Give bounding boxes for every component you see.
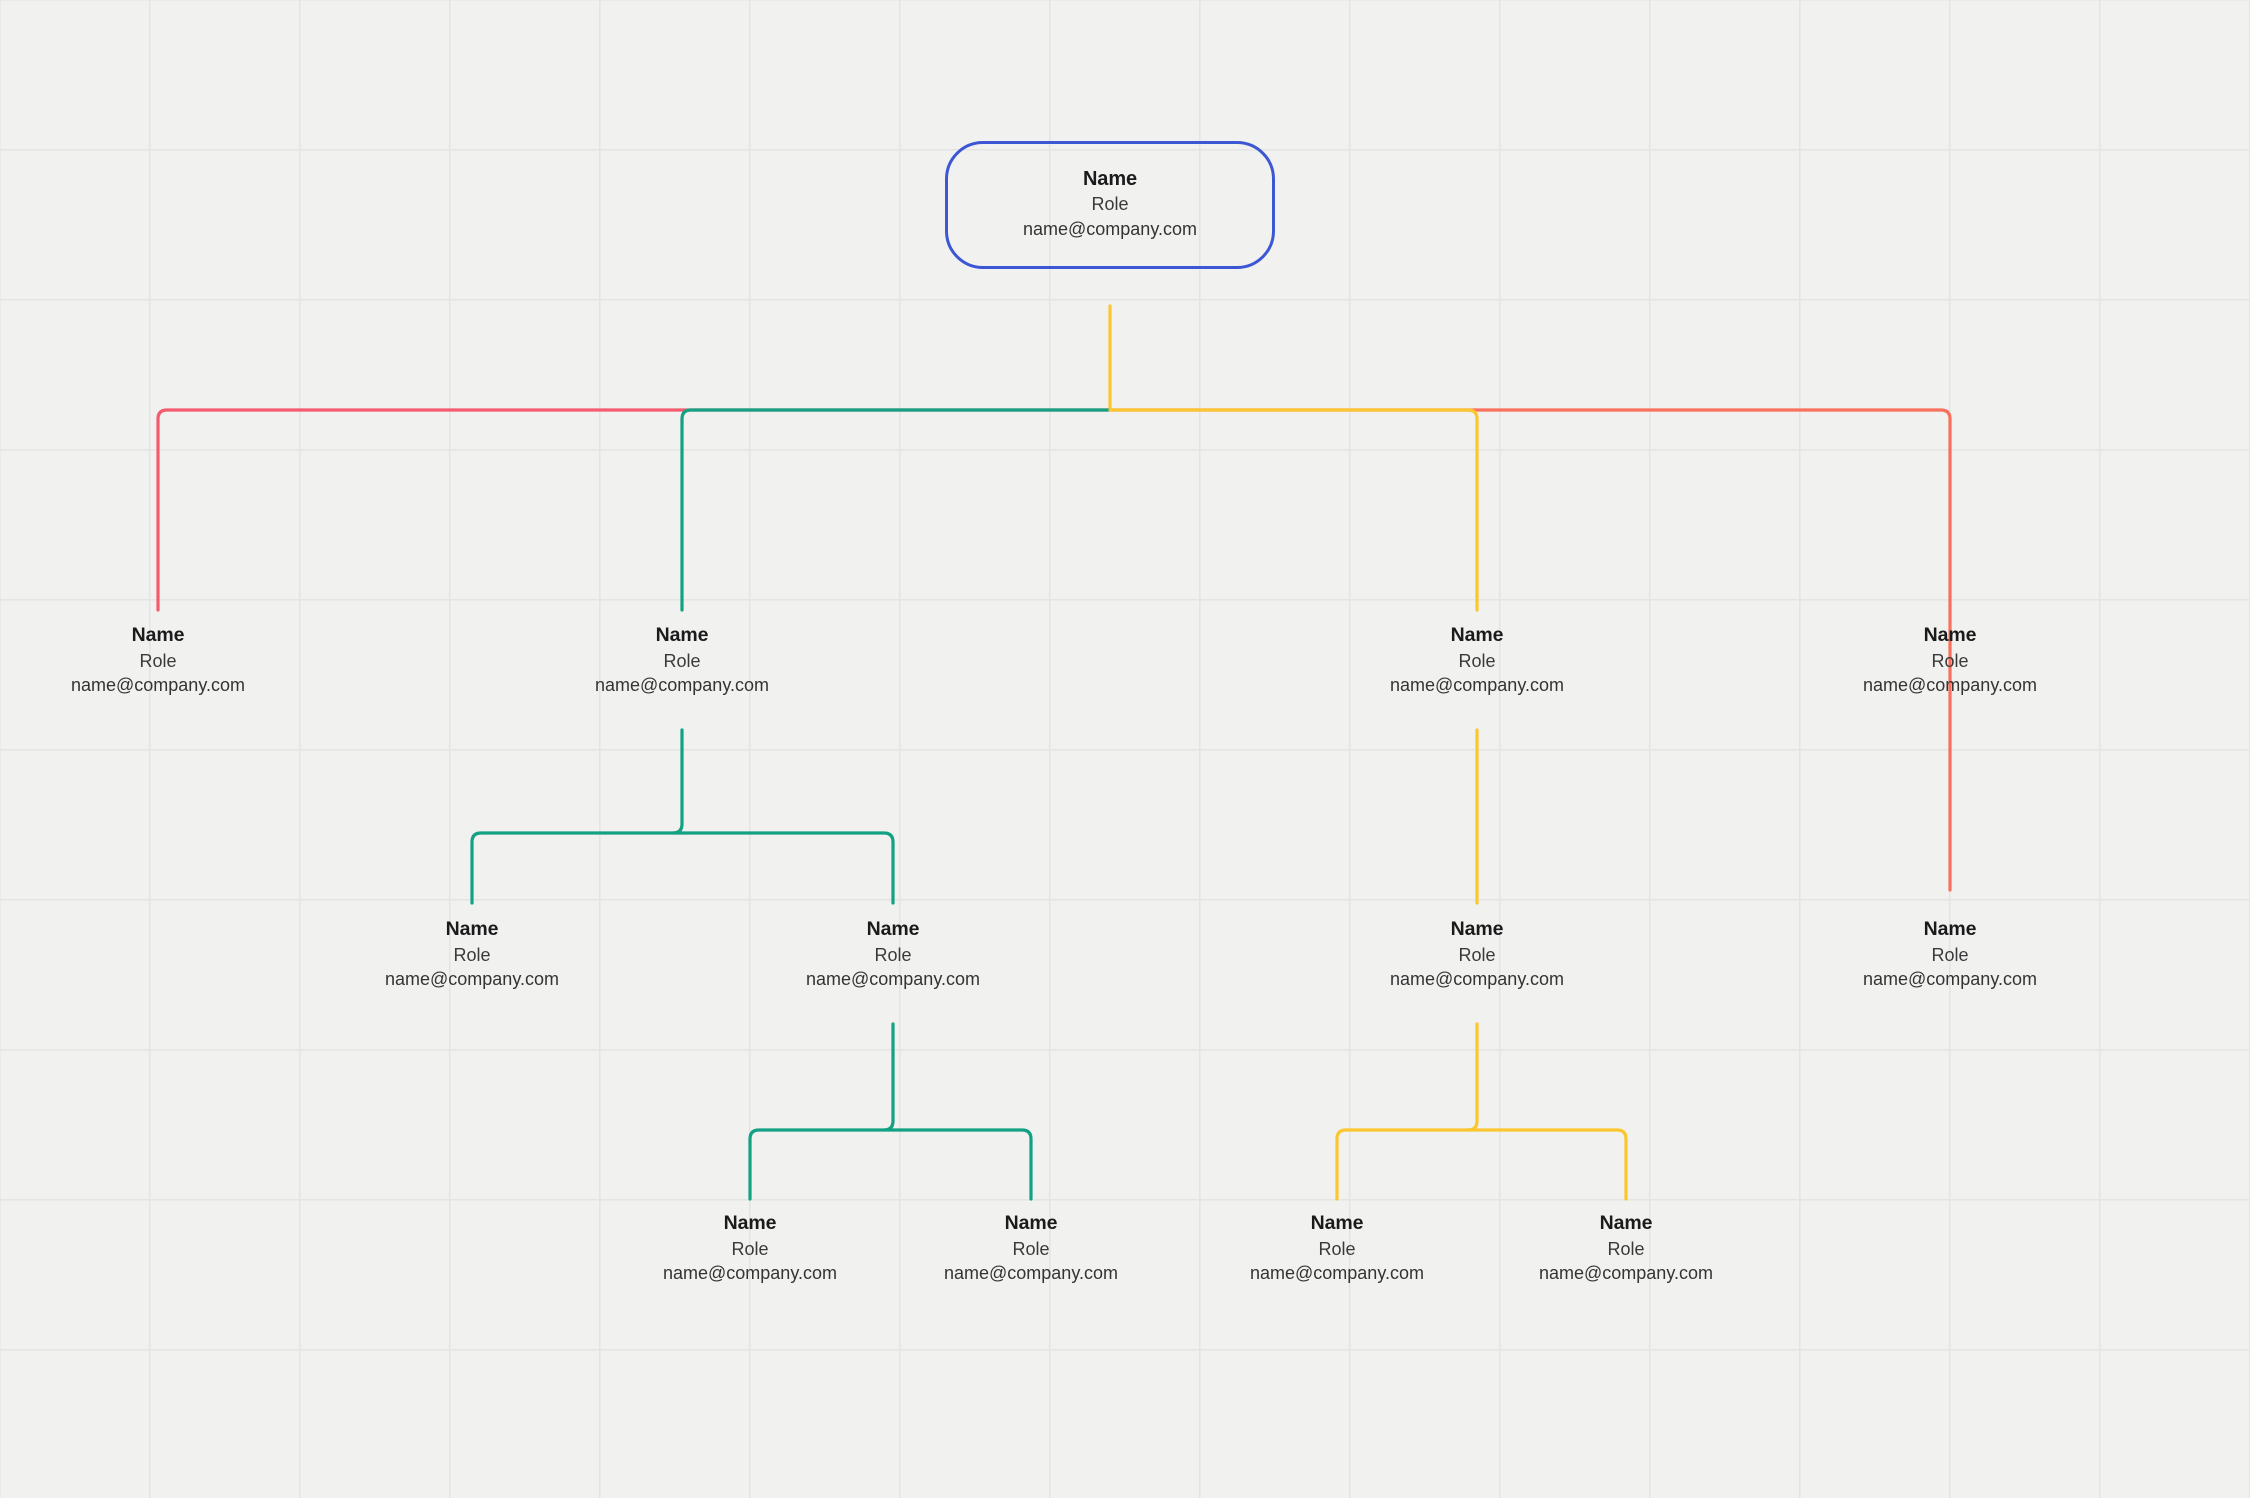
- org-node-name: Name: [445, 918, 499, 940]
- org-node-n5[interactable]: Name Role name@company.com: [272, 917, 672, 992]
- org-node-n11[interactable]: Name Role name@company.com: [856, 1211, 1206, 1286]
- org-node-n6[interactable]: Name Role name@company.com: [693, 917, 1093, 992]
- org-node-email: name@company.com: [662, 1263, 837, 1284]
- edge-n8-to-n12: [1335, 1128, 1479, 1201]
- org-node-name: Name: [1450, 918, 1504, 940]
- org-node-n10[interactable]: Name Role name@company.com: [575, 1211, 925, 1286]
- org-node-n4[interactable]: Name Role name@company.com: [1750, 623, 2150, 698]
- org-node-email: name@company.com: [1862, 675, 2037, 696]
- org-node-role: Role: [1931, 944, 1969, 965]
- org-node-email: name@company.com: [594, 675, 769, 696]
- org-node-role: Role: [1012, 1238, 1050, 1259]
- edge-n2-to-n5: [470, 831, 684, 905]
- org-node-n12[interactable]: Name Role name@company.com: [1162, 1211, 1512, 1286]
- org-node-email: name@company.com: [1249, 1263, 1424, 1284]
- org-node-role: Role: [453, 944, 491, 965]
- org-node-role: Role: [731, 1238, 769, 1259]
- org-node-name: Name: [1923, 624, 1977, 646]
- org-node-email: name@company.com: [1389, 969, 1564, 990]
- edge-n6-stem: [882, 1022, 895, 1132]
- org-node-role: Role: [1091, 194, 1129, 215]
- org-node-name: Name: [1923, 918, 1977, 940]
- org-node-n1[interactable]: Name Role name@company.com: [0, 623, 358, 698]
- org-node-email: name@company.com: [1022, 218, 1197, 239]
- edge-n2-stem: [671, 728, 684, 835]
- edge-root-to-child-1: [156, 408, 1112, 612]
- org-node-name: Name: [1082, 168, 1138, 190]
- org-node-root[interactable]: Name Role name@company.com: [945, 141, 1275, 270]
- org-node-name: Name: [1599, 1212, 1653, 1234]
- org-node-n9[interactable]: Name Role name@company.com: [1750, 917, 2150, 992]
- org-node-role: Role: [1931, 650, 1969, 671]
- org-node-n2[interactable]: Name Role name@company.com: [482, 623, 882, 698]
- org-node-name: Name: [1450, 624, 1504, 646]
- org-node-role: Role: [1607, 1238, 1645, 1259]
- org-node-role: Role: [1458, 650, 1496, 671]
- edge-root-to-child-2: [680, 408, 1110, 612]
- org-node-email: name@company.com: [943, 1263, 1118, 1284]
- org-node-email: name@company.com: [70, 675, 245, 696]
- org-node-email: name@company.com: [384, 969, 559, 990]
- edge-n6-to-n11: [891, 1128, 1033, 1201]
- org-node-n13[interactable]: Name Role name@company.com: [1451, 1211, 1801, 1286]
- edge-root-to-child-3: [1108, 408, 1479, 612]
- org-node-n8[interactable]: Name Role name@company.com: [1277, 917, 1677, 992]
- edge-n6-to-n10: [748, 1128, 895, 1201]
- org-node-name: Name: [655, 624, 709, 646]
- org-node-name: Name: [1004, 1212, 1058, 1234]
- org-node-email: name@company.com: [1538, 1263, 1713, 1284]
- edge-n2-to-n6: [680, 831, 895, 905]
- org-node-role: Role: [1458, 944, 1496, 965]
- org-node-name: Name: [866, 918, 920, 940]
- org-node-role: Role: [663, 650, 701, 671]
- edge-n8-to-n13: [1475, 1128, 1628, 1201]
- org-node-role: Role: [874, 944, 912, 965]
- org-node-email: name@company.com: [1862, 969, 2037, 990]
- org-node-name: Name: [1310, 1212, 1364, 1234]
- edge-n8-stem: [1466, 1022, 1479, 1132]
- org-node-email: name@company.com: [1389, 675, 1564, 696]
- org-node-email: name@company.com: [805, 969, 980, 990]
- org-node-name: Name: [723, 1212, 777, 1234]
- org-node-n3[interactable]: Name Role name@company.com: [1277, 623, 1677, 698]
- org-node-role: Role: [1318, 1238, 1356, 1259]
- org-node-name: Name: [131, 624, 185, 646]
- org-node-role: Role: [139, 650, 177, 671]
